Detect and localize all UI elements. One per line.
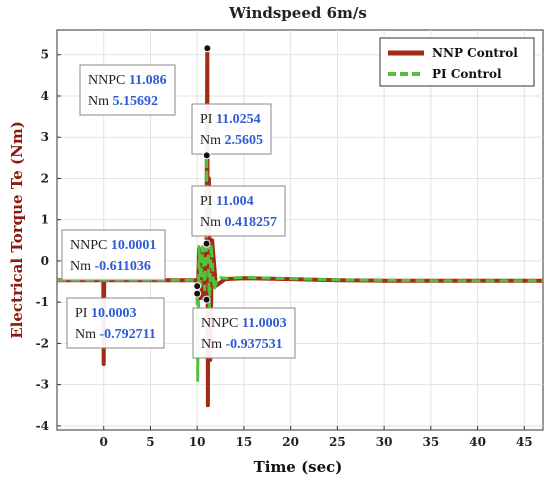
data-tip: PI 11.004 Nm 0.418257 xyxy=(191,185,286,248)
x-tick-label: 10 xyxy=(189,435,206,449)
data-tip-marker xyxy=(193,282,202,291)
data-tip: NNPC 11.0003 Nm -0.937531 xyxy=(192,295,296,359)
svg-text:Nm -0.611036: Nm -0.611036 xyxy=(70,259,151,274)
series-line-nnp-control xyxy=(57,46,543,408)
y-tick-label: -4 xyxy=(36,419,49,433)
data-tip: NNPC 10.0001 Nm -0.611036 xyxy=(61,229,202,291)
svg-text:Nm -0.937531: Nm -0.937531 xyxy=(201,337,283,352)
y-tick-label: 2 xyxy=(41,171,49,185)
svg-text:Nm 5.15692: Nm 5.15692 xyxy=(88,94,158,109)
data-tip-marker xyxy=(202,239,211,248)
y-tick-label: -2 xyxy=(36,336,49,350)
data-tip: PI 11.0254 Nm 2.5605 xyxy=(191,103,272,160)
y-tick-label: -3 xyxy=(36,378,49,392)
svg-text:PI 11.004: PI 11.004 xyxy=(200,194,254,209)
data-tip-marker xyxy=(193,289,202,298)
y-tick-label: 0 xyxy=(41,254,49,268)
legend-entry: PI Control xyxy=(432,67,502,81)
svg-text:Nm 0.418257: Nm 0.418257 xyxy=(200,215,277,230)
x-tick-label: 30 xyxy=(376,435,393,449)
data-tip: NNPC 11.086 Nm 5.15692 xyxy=(79,44,212,116)
y-tick-label: -1 xyxy=(36,295,49,309)
y-axis-label: Electrical Torque Te (Nm) xyxy=(8,121,26,339)
svg-text:Nm -0.792711: Nm -0.792711 xyxy=(75,327,156,342)
x-axis-label: Time (sec) xyxy=(254,458,343,476)
x-tick-label: 5 xyxy=(146,435,154,449)
x-tick-label: 0 xyxy=(100,435,108,449)
legend-entry: NNP Control xyxy=(432,46,518,60)
chart-title: Windspeed 6m/s xyxy=(228,4,367,22)
x-tick-label: 15 xyxy=(236,435,253,449)
y-tick-label: 1 xyxy=(41,213,49,227)
data-tip-marker xyxy=(203,44,212,53)
x-tick-label: 25 xyxy=(329,435,346,449)
svg-text:NNPC 11.0003: NNPC 11.0003 xyxy=(201,316,287,331)
svg-text:NNPC 10.0001: NNPC 10.0001 xyxy=(70,238,156,253)
svg-text:Nm 2.5605: Nm 2.5605 xyxy=(200,133,263,148)
x-tick-label: 40 xyxy=(469,435,486,449)
x-tick-label: 35 xyxy=(422,435,439,449)
x-tick-label: 45 xyxy=(516,435,533,449)
y-tick-label: 4 xyxy=(41,89,49,103)
y-tick-label: 3 xyxy=(41,130,49,144)
legend: NNP Control PI Control xyxy=(379,37,535,87)
data-tip-marker xyxy=(202,295,211,304)
x-tick-label: 20 xyxy=(282,435,299,449)
data-tip: PI 10.0003 Nm -0.792711 xyxy=(66,289,202,349)
data-tip-marker xyxy=(202,151,211,160)
svg-text:NNPC 11.086: NNPC 11.086 xyxy=(88,73,167,88)
svg-text:PI 10.0003: PI 10.0003 xyxy=(75,306,136,321)
svg-text:PI 11.0254: PI 11.0254 xyxy=(200,112,261,127)
y-tick-label: 5 xyxy=(41,48,49,62)
